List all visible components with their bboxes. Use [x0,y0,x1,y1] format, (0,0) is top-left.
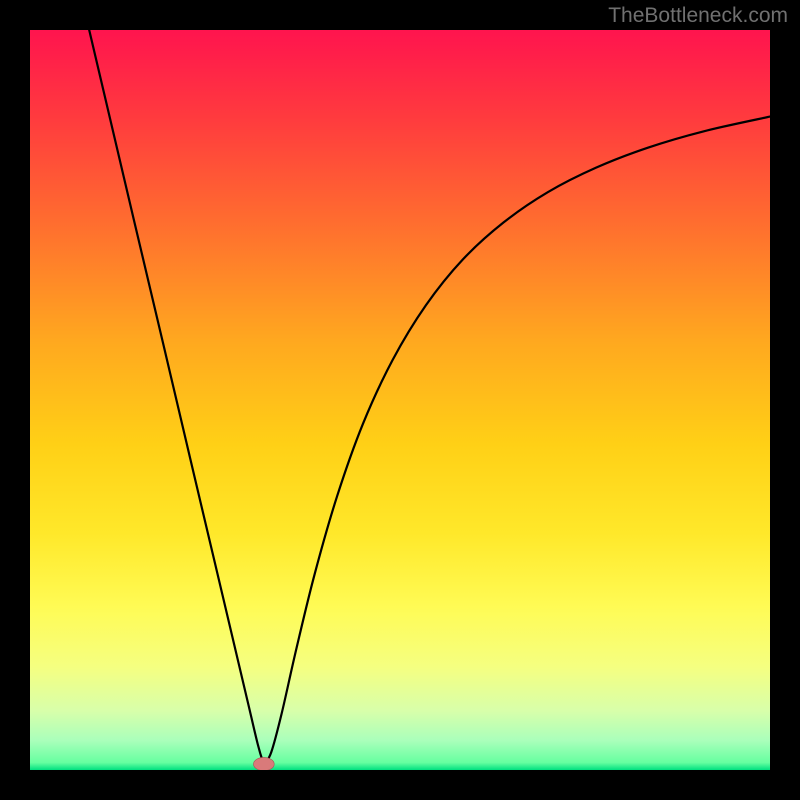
chart-frame [0,770,800,800]
chart-frame [770,0,800,800]
plot-background [30,30,770,770]
chart-frame [0,0,30,800]
watermark-text: TheBottleneck.com [608,4,788,28]
bottleneck-chart [0,0,800,800]
optimum-marker [253,757,274,770]
